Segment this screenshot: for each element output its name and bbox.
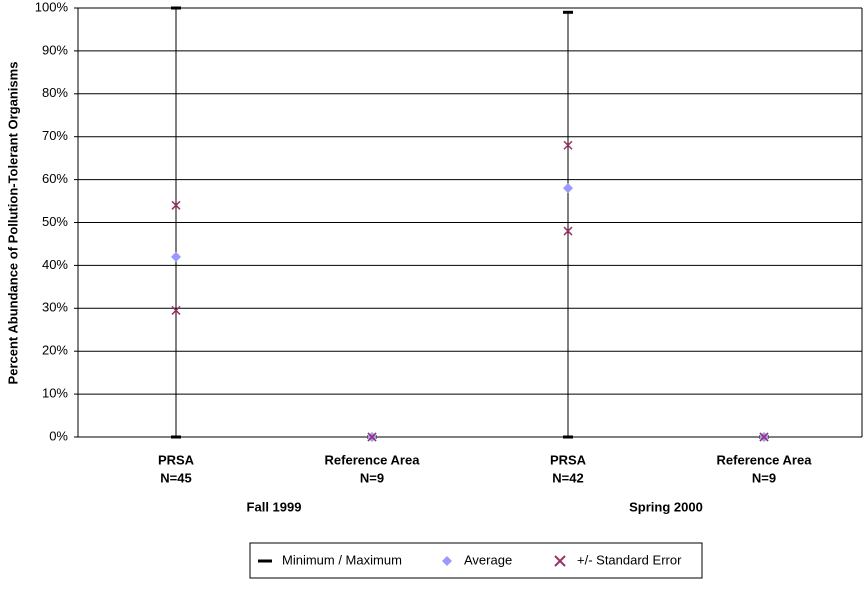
x-tick-label: PRSA — [158, 452, 195, 467]
y-tick-label: 30% — [42, 300, 68, 315]
average-marker — [563, 183, 573, 194]
high-marker — [759, 432, 769, 442]
high-marker — [563, 140, 573, 150]
group-label: Spring 2000 — [629, 499, 703, 514]
y-axis-label: Percent Abundance of Pollution-Tolerant … — [5, 62, 20, 385]
y-tick-label: 60% — [42, 171, 68, 186]
y-tick-label: 10% — [42, 386, 68, 401]
legend-label: +/- Standard Error — [577, 552, 682, 567]
high-marker — [367, 432, 377, 442]
sample-size: N=45 — [160, 470, 191, 485]
group-label: Fall 1999 — [247, 499, 302, 514]
low-marker — [563, 226, 573, 236]
average-marker — [171, 251, 181, 262]
y-tick-label: 100% — [35, 0, 69, 14]
y-tick-label: 40% — [42, 257, 68, 272]
y-tick-label: 80% — [42, 85, 68, 100]
y-tick-label: 20% — [42, 343, 68, 358]
legend-marker — [554, 555, 566, 567]
x-tick-label: Reference Area — [325, 452, 421, 467]
x-tick-label: PRSA — [550, 452, 587, 467]
legend-label: Minimum / Maximum — [282, 552, 402, 567]
sample-size: N=9 — [752, 470, 776, 485]
y-tick-label: 90% — [42, 42, 68, 57]
legend — [249, 542, 703, 579]
y-tick-label: 0% — [49, 428, 68, 443]
legend-label: Average — [464, 552, 512, 567]
y-tick-label: 70% — [42, 128, 68, 143]
x-tick-label: Reference Area — [717, 452, 813, 467]
legend-marker — [442, 556, 452, 566]
sample-size: N=9 — [360, 470, 384, 485]
high-marker — [171, 200, 181, 210]
y-tick-label: 50% — [42, 214, 68, 229]
sample-size: N=42 — [552, 470, 583, 485]
low-marker — [171, 305, 181, 315]
